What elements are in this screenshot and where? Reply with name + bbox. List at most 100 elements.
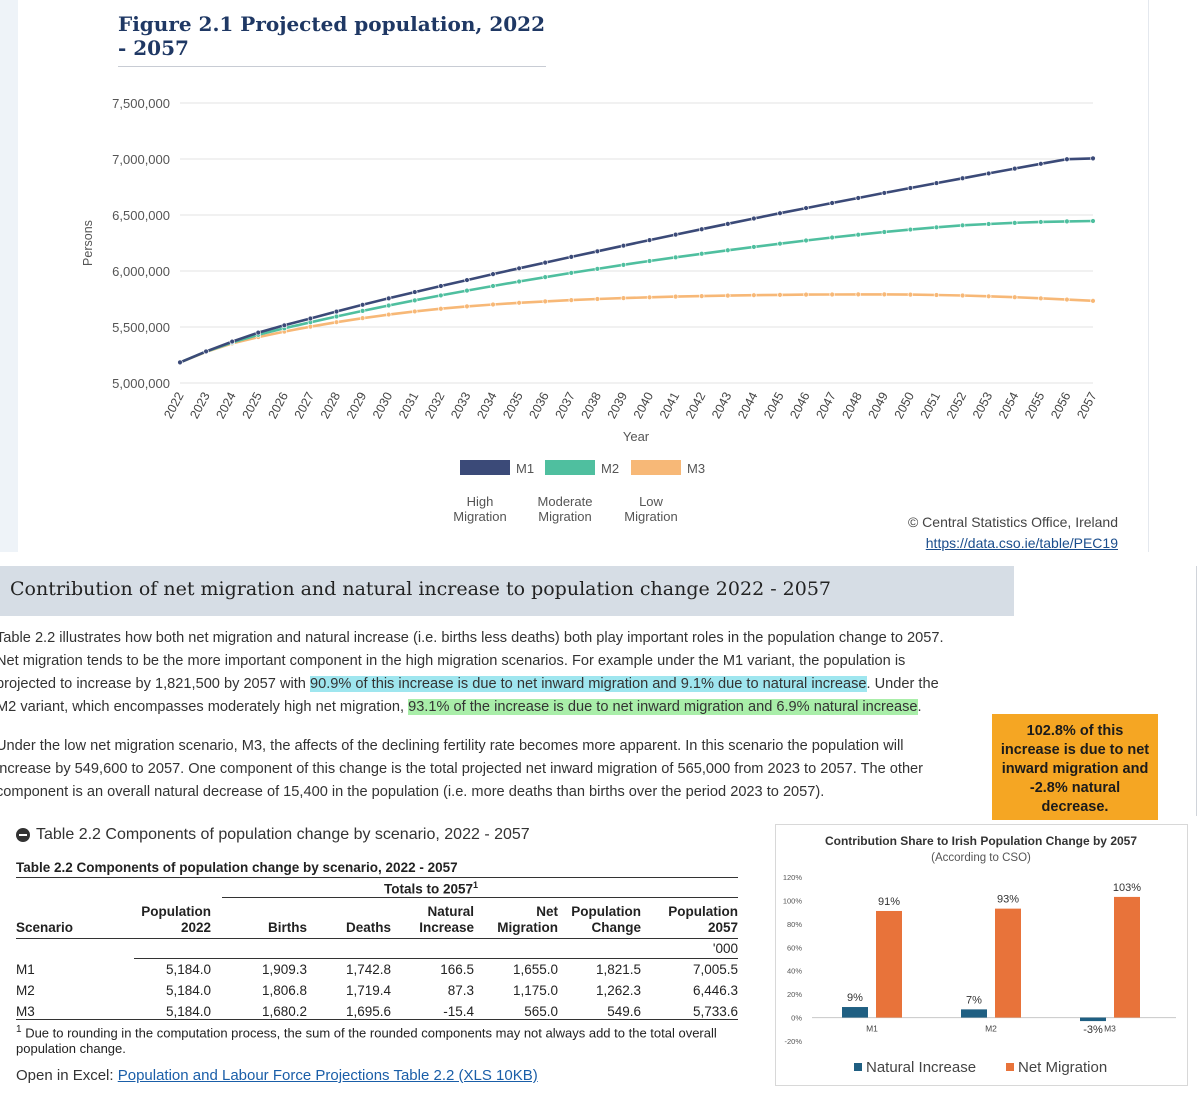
data-point-m2 [542,274,548,280]
data-point-m2 [699,251,705,257]
table-cell-change: 549.6 [607,1004,641,1019]
bar-y-tick-label: 60% [787,943,802,952]
data-point-m3 [359,315,366,321]
legend-swatch-m1[interactable] [460,460,510,475]
highlight-m1: 90.9% of this increase is due to net inw… [309,676,867,692]
y-tick-label: 7,000,000 [112,152,170,167]
data-point-m3 [959,292,966,299]
para1-line4: M2 variant, which encompasses moderately… [0,696,1016,719]
data-point-m2 [438,292,444,299]
population-line-chart: 5,000,000 5,500,000 6,000,000 6,500,000 7,00… [81,96,1100,524]
data-point-m2 [1038,219,1044,225]
data-point-m1 [777,210,783,216]
legend-label-m3[interactable]: M3 [687,461,705,476]
legend-sublabel-m3: Low [639,494,663,509]
bar-y-tick-label: 100% [783,896,803,905]
data-point-m2 [985,221,992,227]
data-point-m3 [985,293,992,300]
data-point-m3 [907,291,914,298]
credit-text: © Central Statistics Office, Ireland [907,514,1118,530]
credit-link[interactable]: https://data.cso.ie/table/PEC19 [925,535,1118,551]
data-point-m3 [594,296,601,302]
table-cell-change: 1,821.5 [595,962,641,977]
data-point-m1 [1012,165,1018,172]
table-footnote: 1 Due to rounding in the computation pro… [16,1022,736,1057]
x-tick-label: 2033 [448,390,473,421]
data-point-m3 [568,297,574,303]
data-point-m2 [385,302,392,309]
callout-line5: decrease. [1041,799,1109,815]
bar-natural-increase [842,1007,868,1018]
legend-label-m2[interactable]: M2 [601,461,619,476]
table-cell-natural: 87.3 [447,983,474,998]
left-margin-strip [0,0,18,552]
table-cell-pop2022: 5,184.0 [165,1004,211,1019]
data-point-m2 [1064,218,1070,225]
m3-callout-box: 102.8% of this increase is due to net in… [992,714,1158,820]
data-point-m1 [333,308,340,315]
data-point-m2 [594,266,601,272]
unit-label: '000 [712,941,738,956]
th-net-a: Net [536,904,558,919]
para1-line1: Table 2.2 illustrates how both net migra… [0,630,944,646]
data-point-m2 [907,226,914,233]
series-line-m1 [179,157,1094,364]
table-cell-net: 1,175.0 [512,983,558,998]
x-tick-label: 2032 [422,390,447,421]
x-tick-label: 2024 [213,390,238,421]
table-toggle[interactable]: Table 2.2 Components of population chang… [16,826,530,844]
bar-category-label: M1 [866,1024,878,1034]
legend-label-m1[interactable]: M1 [516,461,534,476]
table-cell-pop2057: 7,005.5 [692,962,738,977]
section-header-bar [0,566,1014,616]
figure-title: Figure 2.1 Projected population, 2022 - … [118,12,546,67]
data-point-m2 [881,229,888,235]
x-tick-label: 2039 [605,390,630,421]
x-tick-label: 2041 [657,390,682,421]
x-tick-label: 2028 [318,390,343,421]
y-tick-label: 6,500,000 [112,208,170,223]
table-rule-top [16,877,738,878]
bar-net-migration [1114,896,1140,1018]
x-tick-label: 2051 [918,390,943,421]
contribution-bar-chart: Contribution Share to Irish Population C… [783,834,1176,1076]
data-point-m1 [985,170,992,177]
bar-y-tick-label: 80% [787,920,802,929]
group-header-sup: 1 [473,880,479,890]
data-point-m3 [777,292,783,298]
para2-line2: increase by 549,600 to 2057. One compone… [0,761,924,777]
para1-line2: Net migration tends to be the more impor… [0,653,906,669]
data-point-m3 [881,291,888,298]
x-tick-label: 2035 [500,390,525,421]
x-tick-label: 2036 [526,390,551,421]
data-point-m2 [620,262,627,268]
para1-line3-pre: projected to increase by 1,821,500 by 20… [0,676,310,692]
th-pop2057-a: Population [668,904,738,919]
collapse-icon[interactable] [16,828,30,842]
x-tick-label: 2055 [1022,390,1047,421]
th-pop2022-b: 2022 [180,920,211,935]
data-point-m1 [490,271,496,277]
data-point-m1 [255,329,261,336]
data-point-m1 [803,205,809,211]
data-point-m2 [464,287,470,294]
y-tick-label: 7,500,000 [112,96,170,111]
legend-swatch-m2[interactable] [545,460,595,475]
x-tick-label: 2043 [709,390,734,421]
data-point-m3 [751,292,757,298]
legend-swatch-m3[interactable] [631,460,681,475]
data-point-m3 [464,303,470,310]
table-cell-deaths: 1,695.6 [345,1004,391,1019]
data-point-m2 [725,247,731,253]
data-point-m1 [542,259,548,266]
data-point-m2 [1090,218,1096,224]
table-cell-births: 1,680.2 [261,1004,307,1019]
x-tick-label: 2030 [370,390,395,421]
data-point-m3 [1012,294,1018,300]
data-point-m3 [725,292,731,299]
bar-y-tick-label: -20% [784,1037,802,1046]
data-point-m1 [620,242,627,249]
excel-download-link[interactable]: Population and Labour Force Projections … [117,1067,538,1084]
table-cell-scenario: M3 [16,1004,35,1019]
x-tick-label: 2040 [631,390,656,421]
